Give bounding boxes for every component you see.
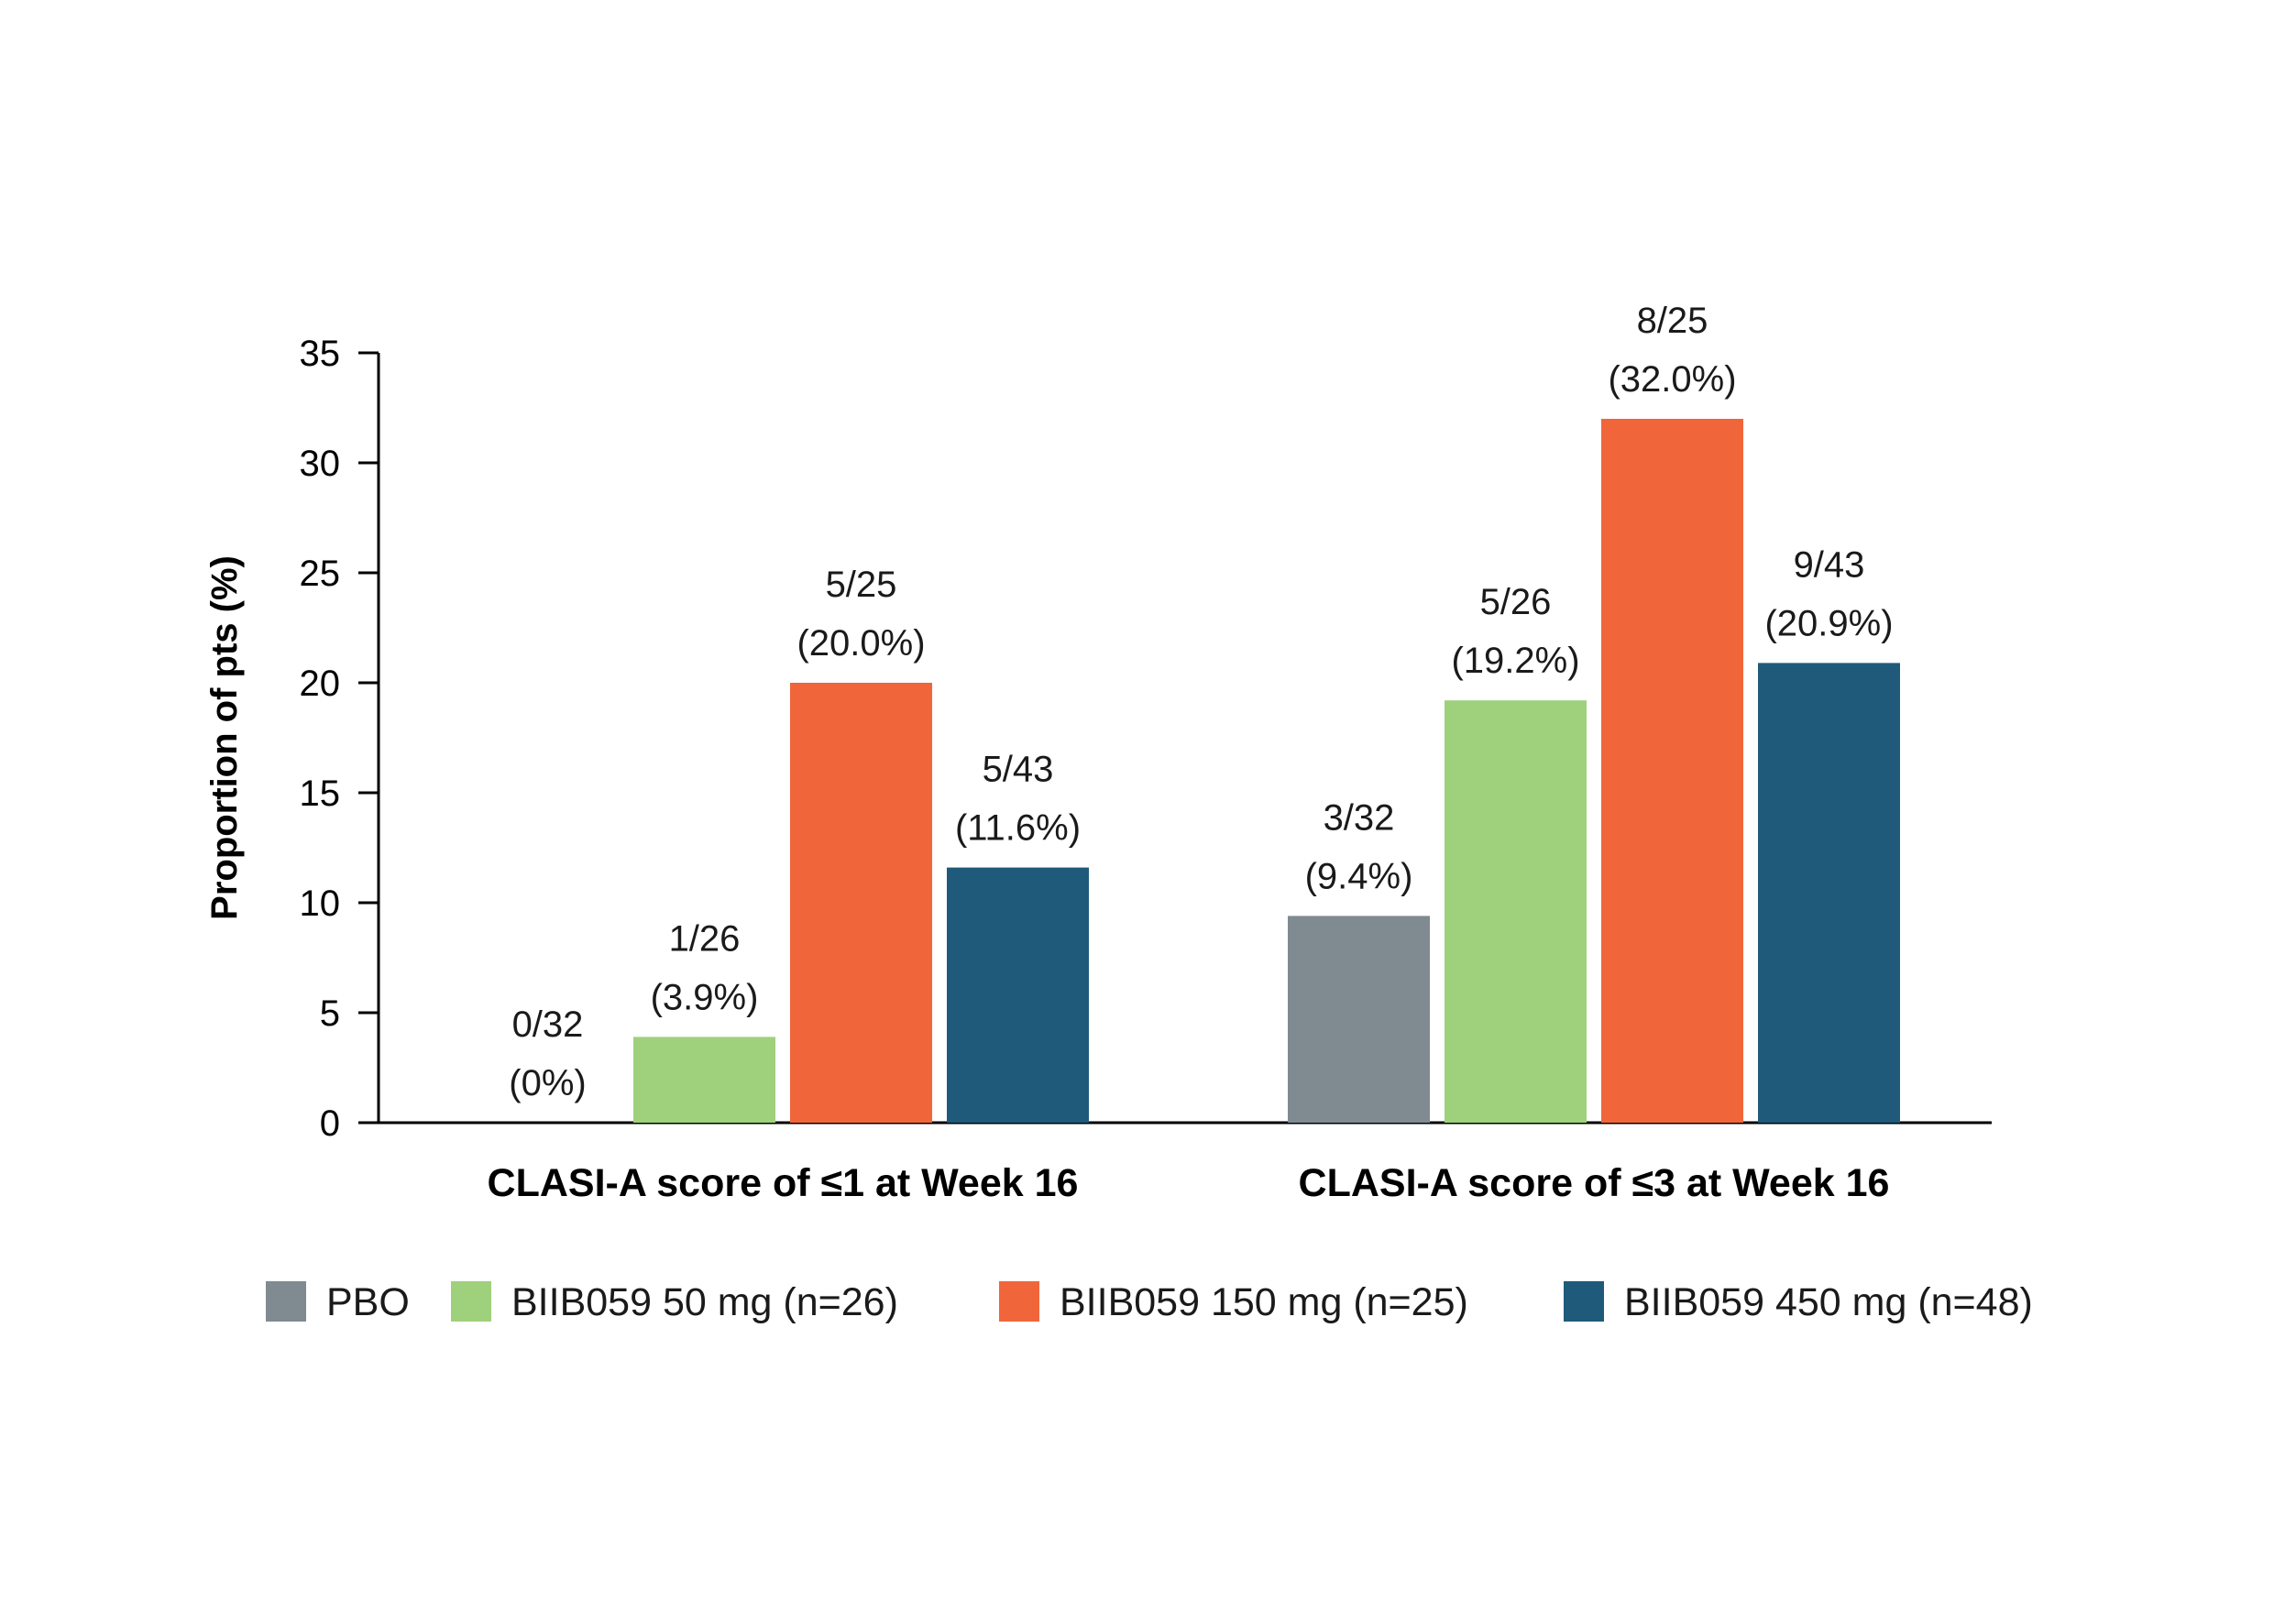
bars: [633, 419, 1900, 1123]
data-label: (11.6%): [955, 808, 1081, 849]
bar-4-group-2: [1758, 663, 1900, 1123]
data-label: (0%): [509, 1063, 586, 1103]
y-tick-label: 15: [300, 774, 341, 814]
data-label: 5/25: [826, 565, 897, 605]
bar-2-group-1: [633, 1037, 775, 1123]
legend-label: BIIB059 450 mg (n=48): [1624, 1280, 2033, 1324]
data-label: 5/26: [1480, 582, 1552, 622]
y-tick-label: 10: [300, 883, 341, 924]
y-tick-label: 35: [300, 334, 341, 374]
y-tick-label: 25: [300, 554, 341, 594]
axes: 0 5 10 15 20 25 30 35 Proportion of pts (%) CLASI…: [204, 334, 1992, 1205]
legend-label: BIIB059 50 mg (n=26): [511, 1280, 898, 1324]
data-label: (19.2%): [1451, 641, 1579, 681]
data-label: (3.9%): [651, 977, 759, 1017]
bar-3-group-1: [790, 683, 932, 1123]
y-tick-label: 5: [320, 993, 340, 1034]
data-label: (32.0%): [1608, 359, 1736, 400]
data-label: (20.9%): [1764, 603, 1893, 643]
data-label: 1/26: [669, 918, 741, 959]
legend-label: PBO: [326, 1280, 410, 1324]
data-label: 9/43: [1794, 544, 1865, 585]
data-label: (20.0%): [796, 623, 925, 664]
legend-swatch: [266, 1281, 306, 1322]
legend: PBO BIIB059 50 mg (n=26) BIIB059 150 mg (n…: [266, 1280, 2033, 1324]
data-label: 3/32: [1324, 797, 1395, 838]
y-tick-label: 30: [300, 444, 341, 484]
x-category-label: CLASI-A score of ≤3 at Week 16: [1299, 1161, 1890, 1205]
bar-4-group-1: [947, 867, 1089, 1123]
bar-3-group-2: [1601, 419, 1743, 1123]
x-category-label: CLASI-A score of ≤1 at Week 16: [488, 1161, 1079, 1205]
data-labels: 0/32 (0%) 1/26 (3.9%) 5/25 (20.0%) 5/43 (11.6%)…: [509, 301, 1893, 1103]
data-label: 5/43: [983, 750, 1054, 790]
legend-swatch: [451, 1281, 491, 1322]
legend-swatch: [1564, 1281, 1604, 1322]
y-tick-label: 20: [300, 664, 341, 704]
y-axis-title: Proportion of pts (%): [204, 555, 245, 920]
bar-2-group-2: [1445, 700, 1587, 1123]
data-label: 8/25: [1637, 301, 1708, 341]
legend-swatch: [999, 1281, 1039, 1322]
y-tick-label: 0: [320, 1103, 340, 1144]
bar-1-group-2: [1288, 916, 1430, 1123]
legend-label: BIIB059 150 mg (n=25): [1060, 1280, 1468, 1324]
data-label: 0/32: [512, 1004, 584, 1045]
data-label: (9.4%): [1305, 856, 1413, 896]
